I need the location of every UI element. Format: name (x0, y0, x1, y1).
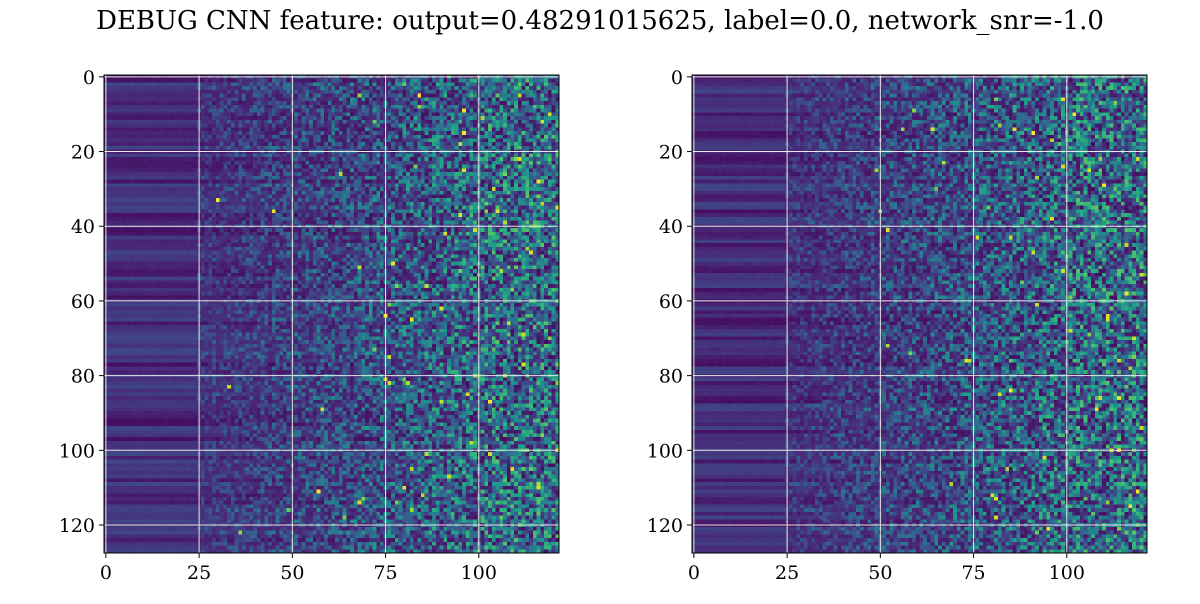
right-heatmap-panel: 0 25 50 75 100 0 20 40 60 80 100 120 (628, 60, 1168, 604)
left-x-tick-label: 0 (100, 562, 112, 584)
right-y-tick-label: 120 (647, 515, 683, 537)
left-heatmap-chart: 0 25 50 75 100 0 20 40 60 80 100 120 (59, 67, 560, 584)
right-x-tick-label: 75 (961, 562, 985, 584)
right-y-tick-label: 60 (659, 291, 683, 313)
left-x-tick-label: 100 (461, 562, 497, 584)
left-axes-frame (103, 74, 560, 554)
right-y-tick-label: 80 (659, 366, 683, 388)
left-y-tick-label: 120 (59, 515, 95, 537)
left-x-tick-label: 25 (187, 562, 211, 584)
left-y-tick-label: 80 (71, 366, 95, 388)
right-x-tick-label: 50 (868, 562, 892, 584)
right-y-tick-label: 100 (647, 440, 683, 462)
right-x-tick-label: 100 (1049, 562, 1085, 584)
right-axes-frame (691, 74, 1148, 554)
left-y-tick-label: 100 (59, 440, 95, 462)
left-x-tick-label: 75 (373, 562, 397, 584)
left-y-tick-label: 40 (71, 216, 95, 238)
right-y-tick-label: 40 (659, 216, 683, 238)
left-x-tick-label: 50 (280, 562, 304, 584)
right-x-tick-label: 0 (688, 562, 700, 584)
left-y-tick-label: 60 (71, 291, 95, 313)
left-y-tick-label: 20 (71, 142, 95, 164)
right-heatmap-cells (692, 75, 1147, 553)
right-heatmap-chart: 0 25 50 75 100 0 20 40 60 80 100 120 (647, 67, 1148, 584)
left-heatmap-panel: 0 25 50 75 100 0 20 40 60 80 100 120 (40, 60, 580, 604)
right-x-tick-label: 25 (775, 562, 799, 584)
right-y-tick-label: 20 (659, 142, 683, 164)
figure-title: DEBUG CNN feature: output=0.48291015625,… (96, 6, 1104, 36)
left-y-tick-label: 0 (83, 67, 95, 89)
left-heatmap-cells (104, 75, 559, 553)
right-y-tick-label: 0 (671, 67, 683, 89)
